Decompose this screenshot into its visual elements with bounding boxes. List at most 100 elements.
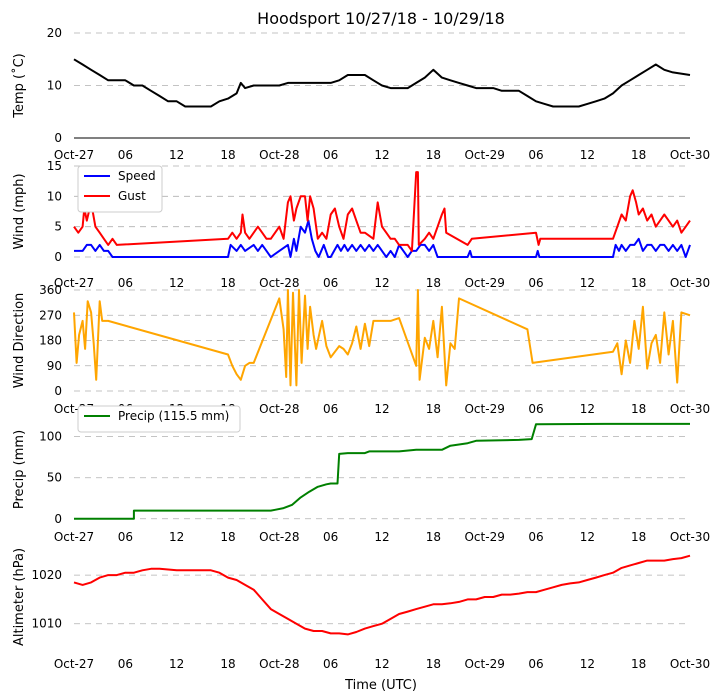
x-tick-label: Oct-30 [670, 148, 710, 162]
x-tick-label: 12 [169, 276, 184, 290]
x-tick-label: 18 [631, 530, 646, 544]
legend-label: Precip (115.5 mm) [118, 409, 229, 423]
x-tick-label: 18 [631, 402, 646, 416]
x-tick-label: 12 [374, 276, 389, 290]
x-tick-label: 06 [528, 148, 543, 162]
x-tick-label: 18 [426, 402, 441, 416]
x-tick-label: Oct-28 [259, 657, 299, 671]
y-tick-label: 360 [39, 283, 62, 297]
y-axis-label: Altimeter (hPa) [12, 548, 27, 646]
panel-precip: 0 50 100 Precip (mm) Oct-27 06 12 18 Oct-28 06 12 1… [12, 405, 710, 544]
x-tick-label: 12 [374, 530, 389, 544]
x-tick-label: 06 [118, 148, 133, 162]
x-tick-label: 06 [323, 276, 338, 290]
y-tick-label: 20 [47, 26, 62, 40]
x-tick-label: 18 [426, 657, 441, 671]
y-tick-label: 0 [54, 250, 62, 264]
legend-label: Gust [118, 189, 146, 203]
legend-wind: Speed Gust [77, 165, 163, 213]
y-tick-label: 270 [39, 308, 62, 322]
x-tick-label: Oct-28 [259, 402, 299, 416]
x-tick-label: 12 [580, 276, 595, 290]
x-tick-label: 12 [580, 657, 595, 671]
x-tick-label: Oct-29 [464, 530, 504, 544]
x-tick-label: 18 [220, 276, 235, 290]
y-axis-label: Wind Direction [12, 293, 27, 389]
y-tick-label: 0 [54, 131, 62, 145]
y-tick-label: 5 [54, 220, 62, 234]
x-tick-label: 12 [169, 530, 184, 544]
x-tick-label: Oct-29 [464, 276, 504, 290]
x-tick-label: 12 [580, 148, 595, 162]
x-tick-label: Oct-28 [259, 148, 299, 162]
y-tick-label: 0 [54, 384, 62, 398]
panel-alt: 1010 1020 Altimeter (hPa) Oct-27 06 12 18 Oct-2… [12, 548, 710, 671]
x-tick-label: Oct-30 [670, 402, 710, 416]
x-tick-label: 06 [118, 276, 133, 290]
legend-box [77, 165, 163, 213]
series-line-dir-0 [73, 289, 691, 387]
x-tick-label: Oct-28 [259, 530, 299, 544]
x-tick-label: 06 [323, 402, 338, 416]
x-tick-label: 12 [580, 530, 595, 544]
x-tick-label: 12 [374, 402, 389, 416]
panel-temp: 0 10 20 Temp (˚C) Oct-27 06 12 18 Oct-28 06 12 18 Oc… [11, 26, 710, 162]
x-tick-label: 12 [169, 657, 184, 671]
y-tick-label: 15 [47, 159, 62, 173]
y-tick-label: 0 [54, 512, 62, 526]
y-tick-label: 90 [47, 359, 62, 373]
x-tick-label: 18 [631, 657, 646, 671]
y-tick-label: 180 [39, 334, 62, 348]
x-tick-label: Oct-27 [54, 530, 94, 544]
x-tick-label: 06 [118, 657, 133, 671]
y-tick-label: 100 [39, 430, 62, 444]
y-tick-label: 50 [47, 471, 62, 485]
y-tick-label: 10 [47, 79, 62, 93]
x-tick-label: 18 [426, 148, 441, 162]
y-axis-label: Precip (mm) [12, 430, 27, 509]
x-tick-label: 06 [528, 276, 543, 290]
x-tick-label: 12 [374, 148, 389, 162]
x-tick-label: 12 [374, 657, 389, 671]
x-tick-label: 06 [528, 657, 543, 671]
x-tick-label: Oct-27 [54, 148, 94, 162]
legend-label: Speed [118, 169, 156, 183]
x-tick-label: 18 [631, 276, 646, 290]
series-line-alt-0 [73, 554, 691, 636]
x-tick-label: 18 [426, 530, 441, 544]
x-tick-label: 06 [323, 530, 338, 544]
x-tick-label: 06 [528, 402, 543, 416]
x-tick-label: 06 [118, 530, 133, 544]
panel-wind: 0 5 10 15 Wind (mph) Oct-27 06 12 18 Oct-28 06 12 18… [12, 159, 710, 290]
x-tick-label: Oct-27 [54, 276, 94, 290]
x-tick-label: 06 [528, 530, 543, 544]
x-tick-label: Oct-29 [464, 148, 504, 162]
x-tick-label: 06 [323, 148, 338, 162]
x-tick-label: Oct-27 [54, 657, 94, 671]
series-line-precip-0 [74, 422, 690, 520]
x-tick-label: 12 [169, 148, 184, 162]
y-tick-label: 1010 [31, 617, 62, 631]
series-line-wind-0 [74, 219, 691, 258]
x-tick-label: 18 [426, 276, 441, 290]
series-line-temp-0 [73, 58, 691, 108]
x-tick-label: Oct-30 [670, 276, 710, 290]
x-tick-label: 12 [580, 402, 595, 416]
x-tick-label: Oct-30 [670, 657, 710, 671]
y-axis-label: Temp (˚C) [11, 53, 27, 119]
x-tick-label: Oct-30 [670, 530, 710, 544]
x-tick-label: Oct-28 [259, 276, 299, 290]
series-line-wind-1 [73, 171, 691, 252]
chart-title: Hoodsport 10/27/18 - 10/29/18 [257, 9, 505, 28]
legend-precip: Precip (115.5 mm) [77, 405, 241, 433]
x-axis-label: Time (UTC) [344, 678, 417, 693]
y-tick-label: 1020 [31, 568, 62, 582]
x-tick-label: 18 [220, 530, 235, 544]
y-axis-label: Wind (mph) [12, 173, 27, 249]
legend-box [77, 405, 241, 433]
y-tick-label: 10 [47, 189, 62, 203]
x-tick-label: Oct-29 [464, 402, 504, 416]
